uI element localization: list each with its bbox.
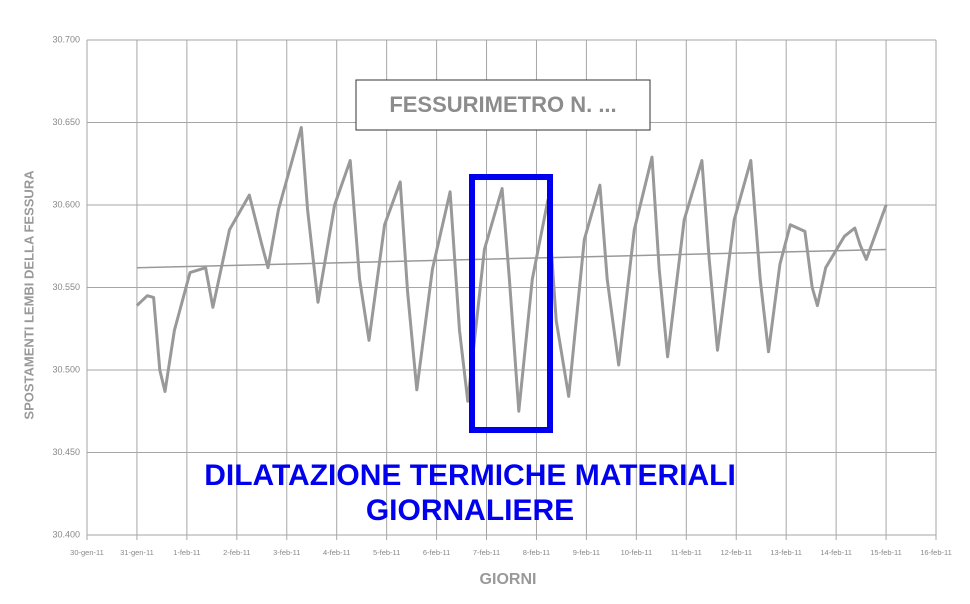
x-tick-label: 3-feb-11: [273, 548, 300, 557]
x-tick-label: 13-feb-11: [770, 548, 802, 557]
data-line: [136, 248, 887, 269]
x-tick-label: 30-gen-11: [70, 548, 104, 557]
x-tick-label: 9-feb-11: [573, 548, 600, 557]
x-tick-label: 31-gen-11: [120, 548, 154, 557]
x-tick-label: 11-feb-11: [671, 548, 702, 557]
chart-title: FESSURIMETRO N. ...: [389, 92, 616, 117]
x-tick-label: 15-feb-11: [870, 548, 902, 557]
y-tick-label: 30.700: [52, 34, 80, 44]
annotation: GIORNALIERE: [366, 494, 574, 527]
x-tick-label: 12-feb-11: [720, 548, 752, 557]
title-box: [355, 79, 651, 131]
data-line: [135, 126, 888, 413]
y-tick-label: 30.650: [52, 117, 80, 127]
y-axis-title: SPOSTAMENTI LEMBI DELLA FESSURA: [21, 170, 36, 420]
highlight-box: [469, 174, 553, 433]
x-tick-label: 8-feb-11: [523, 548, 550, 557]
y-tick-label: 30.450: [52, 447, 80, 457]
x-tick-label: 1-feb-11: [173, 548, 200, 557]
y-tick-label: 30.550: [52, 282, 80, 292]
annotation: DILATAZIONE TERMICHE MATERIALI: [204, 459, 736, 492]
y-tick-label: 30.600: [52, 199, 80, 209]
x-tick-label: 7-feb-11: [473, 548, 500, 557]
x-tick-label: 2-feb-11: [223, 548, 250, 557]
y-tick-label: 30.500: [52, 364, 80, 374]
x-tick-label: 6-feb-11: [423, 548, 450, 557]
x-tick-label: 5-feb-11: [373, 548, 400, 557]
x-axis-title: GIORNI: [480, 571, 537, 588]
x-tick-label: 14-feb-11: [820, 548, 852, 557]
x-tick-label: 4-feb-11: [323, 548, 350, 557]
y-tick-label: 30.400: [52, 529, 80, 539]
x-tick-label: 16-feb-11: [920, 548, 952, 557]
x-tick-label: 10-feb-11: [621, 548, 653, 557]
